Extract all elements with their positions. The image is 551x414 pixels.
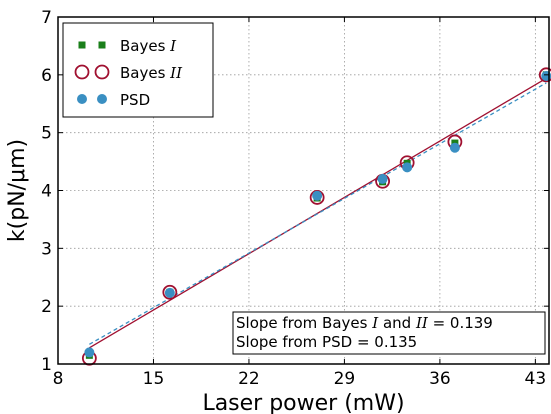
point-bayes-ii [162, 284, 178, 300]
fit-line-bayes [89, 77, 547, 349]
legend-label-psd: PSD [120, 91, 150, 109]
legend-marker-bayes-i [98, 41, 106, 49]
point-psd [84, 347, 95, 358]
annotation-line-psd: Slope from PSD = 0.135 [236, 333, 417, 351]
legend-label-bayes-ii: Bayes II [120, 64, 183, 82]
legend-label-bayes-i: Bayes I [120, 37, 177, 55]
x-tick-label: 15 [143, 369, 165, 389]
point-psd [402, 162, 413, 173]
annotation-box [232, 311, 546, 355]
legend-marker-bayes-ii [94, 64, 110, 80]
x-tick-label: 29 [334, 369, 356, 389]
x-tick-label: 43 [525, 369, 547, 389]
legend-marker-psd [77, 94, 87, 104]
y-axis-label: k(pN/μm) [5, 139, 30, 242]
fit-line-psd [89, 82, 547, 345]
x-tick-label: 22 [238, 369, 260, 389]
legend: Bayes I Bayes II PSD [62, 22, 214, 118]
point-psd [449, 142, 460, 153]
point-bayes-ii [538, 67, 551, 83]
point-psd [164, 287, 175, 298]
axis-ticks: 8 15 22 29 36 43 1 2 3 4 5 6 7 [41, 8, 549, 389]
annotation-line-bayes: Slope from Bayes I and II = 0.139 [236, 314, 493, 332]
y-tick-label: 2 [41, 297, 52, 317]
y-tick-label: 7 [41, 8, 52, 28]
legend-marker-bayes-i [78, 41, 86, 49]
legend-marker-bayes-ii [74, 64, 90, 80]
y-tick-label: 1 [41, 355, 52, 375]
y-tick-label: 4 [41, 182, 52, 202]
y-tick-label: 6 [41, 66, 52, 86]
y-tick-label: 3 [41, 239, 52, 259]
x-axis-label: Laser power (mW) [202, 391, 404, 414]
legend-marker-psd [97, 94, 107, 104]
x-tick-label: 8 [53, 369, 64, 389]
point-psd [312, 190, 323, 201]
point-psd [377, 173, 388, 184]
y-tick-label: 5 [41, 124, 52, 144]
x-tick-label: 36 [429, 369, 451, 389]
fit-lines [89, 77, 547, 349]
